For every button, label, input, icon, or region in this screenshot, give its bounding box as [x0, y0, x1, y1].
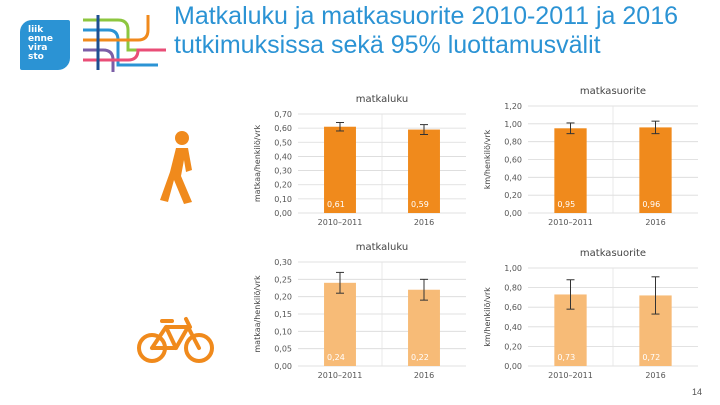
- data-label: 0,73: [557, 353, 575, 362]
- y-tick-label: 1,00: [504, 264, 522, 273]
- x-tick-label: 2010–2011: [548, 371, 593, 380]
- y-tick-label: 0,50: [274, 138, 292, 147]
- bar: [639, 127, 672, 213]
- y-axis-label: km/henkilö/vrk: [483, 129, 492, 189]
- y-tick-label: 0,80: [504, 284, 522, 293]
- y-tick-label: 0,20: [274, 293, 292, 302]
- data-label: 0,61: [327, 200, 345, 209]
- data-label: 0,72: [642, 353, 660, 362]
- y-axis-label: km/henkilö/vrk: [483, 287, 492, 347]
- y-tick-label: 0,40: [504, 323, 522, 332]
- y-tick-label: 0,10: [274, 195, 292, 204]
- x-tick-label: 2016: [414, 371, 434, 380]
- y-tick-label: 0,05: [274, 345, 292, 354]
- y-tick-label: 0,30: [274, 258, 292, 267]
- y-tick-label: 0,60: [504, 156, 522, 165]
- x-tick-label: 2010–2011: [318, 371, 363, 380]
- logo-line: enne: [28, 34, 54, 44]
- y-tick-label: 0,20: [274, 181, 292, 190]
- y-tick-label: 0,40: [504, 173, 522, 182]
- x-tick-label: 2010–2011: [318, 218, 363, 227]
- y-tick-label: 1,20: [504, 102, 522, 111]
- page-number: 14: [691, 387, 702, 397]
- x-tick-label: 2016: [645, 371, 665, 380]
- y-tick-label: 1,00: [504, 120, 522, 129]
- data-label: 0,96: [642, 200, 660, 209]
- chart-bike-trips: matkaluku matkaa/henkilö/vrk 0,00 0,05 0,10 0…: [253, 242, 466, 380]
- y-tick-label: 0,70: [274, 110, 292, 119]
- routes-decoration-icon: [83, 15, 166, 72]
- y-tick-label: 0,00: [274, 209, 292, 218]
- x-tick-label: 2016: [645, 218, 665, 227]
- x-tick-label: 2016: [414, 218, 434, 227]
- y-tick-label: 0,60: [274, 124, 292, 133]
- logo: liik enne vira sto: [20, 20, 70, 70]
- y-tick-label: 0,10: [274, 327, 292, 336]
- data-label: 0,59: [411, 200, 429, 209]
- data-label: 0,95: [557, 200, 575, 209]
- bar: [324, 126, 356, 213]
- y-tick-label: 0,25: [274, 275, 292, 284]
- y-tick-label: 0,00: [274, 362, 292, 371]
- bar: [408, 289, 440, 366]
- data-label: 0,24: [327, 353, 345, 362]
- bar: [554, 128, 587, 213]
- y-tick-label: 0,30: [274, 167, 292, 176]
- chart-bike-distance: matkasuorite km/henkilö/vrk 0,00 0,20 0,40 0,…: [483, 248, 698, 380]
- x-tick-label: 2010–2011: [548, 218, 593, 227]
- chart-title: matkasuorite: [580, 248, 646, 259]
- y-tick-label: 0,40: [274, 152, 292, 161]
- bar: [324, 282, 356, 366]
- y-tick-label: 0,00: [504, 209, 522, 218]
- chart-title: matkaluku: [356, 242, 408, 253]
- y-tick-label: 0,20: [504, 342, 522, 351]
- logo-line: vira: [28, 43, 48, 53]
- data-label: 0,22: [411, 353, 429, 362]
- chart-title: matkaluku: [356, 94, 408, 105]
- y-tick-label: 0,20: [504, 191, 522, 200]
- pedestrian-icon: [160, 131, 192, 204]
- y-axis-label: matkaa/henkilö/vrk: [253, 125, 262, 203]
- chart-walk-distance: matkasuorite km/henkilö/vrk 0,00 0,20 0,40 0,…: [483, 86, 698, 227]
- slide-title: Matkaluku ja matkasuorite 2010-2011 ja 2…: [174, 2, 679, 59]
- bar: [408, 129, 440, 213]
- y-tick-label: 0,80: [504, 138, 522, 147]
- chart-title: matkasuorite: [580, 86, 646, 97]
- logo-line: sto: [28, 52, 44, 62]
- y-axis-label: matkaa/henkilö/vrk: [253, 275, 262, 353]
- y-tick-label: 0,00: [504, 362, 522, 371]
- bicycle-icon: [137, 317, 214, 363]
- chart-walk-trips: matkaluku matkaa/henkilö/vrk 0,00 0,10 0,20 0…: [253, 94, 466, 227]
- logo-line: liik: [28, 25, 44, 35]
- y-tick-label: 0,15: [274, 310, 292, 319]
- y-tick-label: 0,60: [504, 303, 522, 312]
